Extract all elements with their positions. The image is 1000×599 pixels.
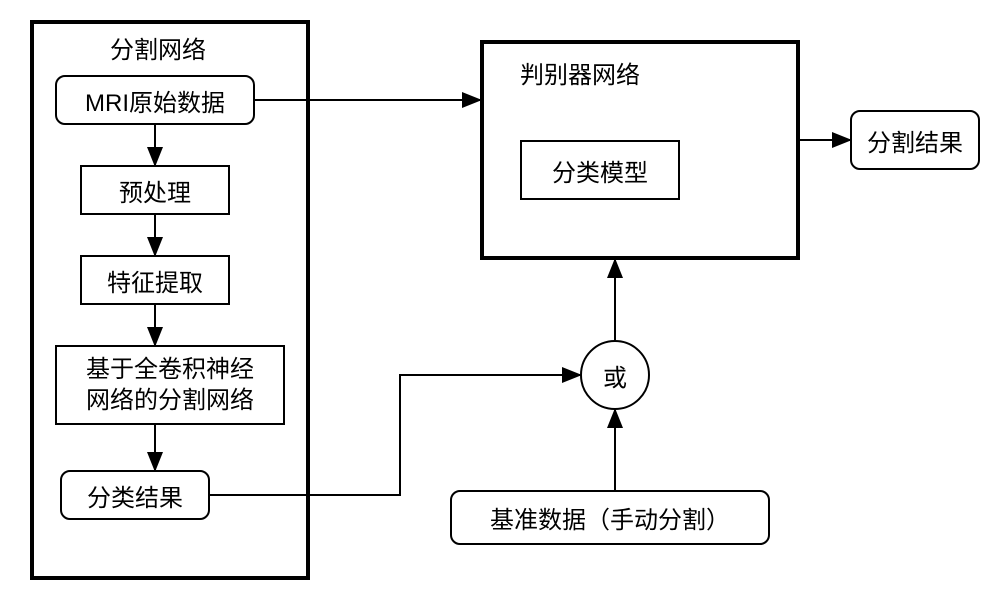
disc-network-title: 判别器网络 bbox=[520, 55, 640, 90]
node-class-result-label: 分类结果 bbox=[87, 478, 183, 513]
node-mri-raw-data: MRI原始数据 bbox=[55, 75, 255, 125]
node-seg-result-label: 分割结果 bbox=[867, 123, 963, 158]
node-class-result: 分类结果 bbox=[60, 470, 210, 520]
seg-network-title: 分割网络 bbox=[110, 30, 206, 65]
node-class-model: 分类模型 bbox=[520, 140, 680, 200]
node-class-model-label: 分类模型 bbox=[552, 153, 648, 188]
node-baseline-label: 基准数据（手动分割） bbox=[490, 500, 730, 535]
node-mri-label: MRI原始数据 bbox=[85, 83, 225, 118]
node-baseline-data: 基准数据（手动分割） bbox=[450, 490, 770, 545]
node-feature-extract: 特征提取 bbox=[80, 255, 230, 305]
node-or-label: 或 bbox=[603, 358, 627, 393]
node-seg-result: 分割结果 bbox=[850, 110, 980, 170]
node-fcn-seg-network: 基于全卷积神经 网络的分割网络 bbox=[55, 345, 285, 425]
node-preprocess-label: 预处理 bbox=[119, 173, 191, 208]
node-or: 或 bbox=[580, 340, 650, 410]
node-fcn-label: 基于全卷积神经 网络的分割网络 bbox=[86, 354, 254, 416]
node-feature-label: 特征提取 bbox=[107, 263, 203, 298]
node-preprocess: 预处理 bbox=[80, 165, 230, 215]
